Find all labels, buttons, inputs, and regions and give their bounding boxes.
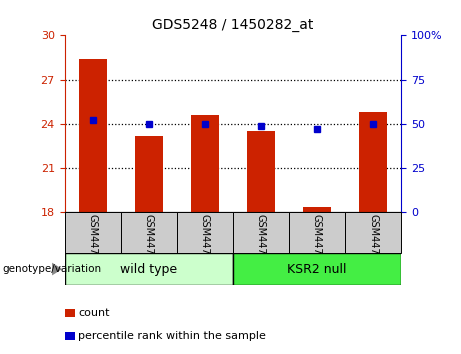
Bar bbox=[65, 332, 75, 340]
Bar bbox=[65, 253, 233, 285]
Bar bbox=[233, 212, 289, 253]
Bar bbox=[135, 136, 163, 212]
Polygon shape bbox=[52, 263, 62, 275]
Bar bbox=[359, 112, 387, 212]
Text: genotype/variation: genotype/variation bbox=[2, 264, 101, 274]
Bar bbox=[121, 212, 177, 253]
Text: GSM447749: GSM447749 bbox=[368, 215, 378, 274]
Bar bbox=[65, 212, 121, 253]
Bar bbox=[247, 131, 275, 212]
Text: count: count bbox=[78, 308, 110, 318]
Text: GSM447768: GSM447768 bbox=[200, 215, 210, 274]
Text: KSR2 null: KSR2 null bbox=[287, 263, 347, 275]
Title: GDS5248 / 1450282_at: GDS5248 / 1450282_at bbox=[152, 18, 313, 32]
Bar bbox=[65, 309, 75, 317]
Bar bbox=[345, 212, 401, 253]
Text: GSM447609: GSM447609 bbox=[144, 215, 154, 273]
Text: GSM447605: GSM447605 bbox=[256, 215, 266, 274]
Bar bbox=[303, 206, 331, 212]
Text: percentile rank within the sample: percentile rank within the sample bbox=[78, 331, 266, 341]
Text: wild type: wild type bbox=[120, 263, 177, 275]
Bar bbox=[233, 253, 401, 285]
Bar bbox=[177, 212, 233, 253]
Bar bbox=[78, 59, 106, 212]
Bar bbox=[191, 115, 219, 212]
Text: GSM447606: GSM447606 bbox=[88, 215, 98, 273]
Bar bbox=[289, 212, 345, 253]
Text: GSM447607: GSM447607 bbox=[312, 215, 322, 274]
